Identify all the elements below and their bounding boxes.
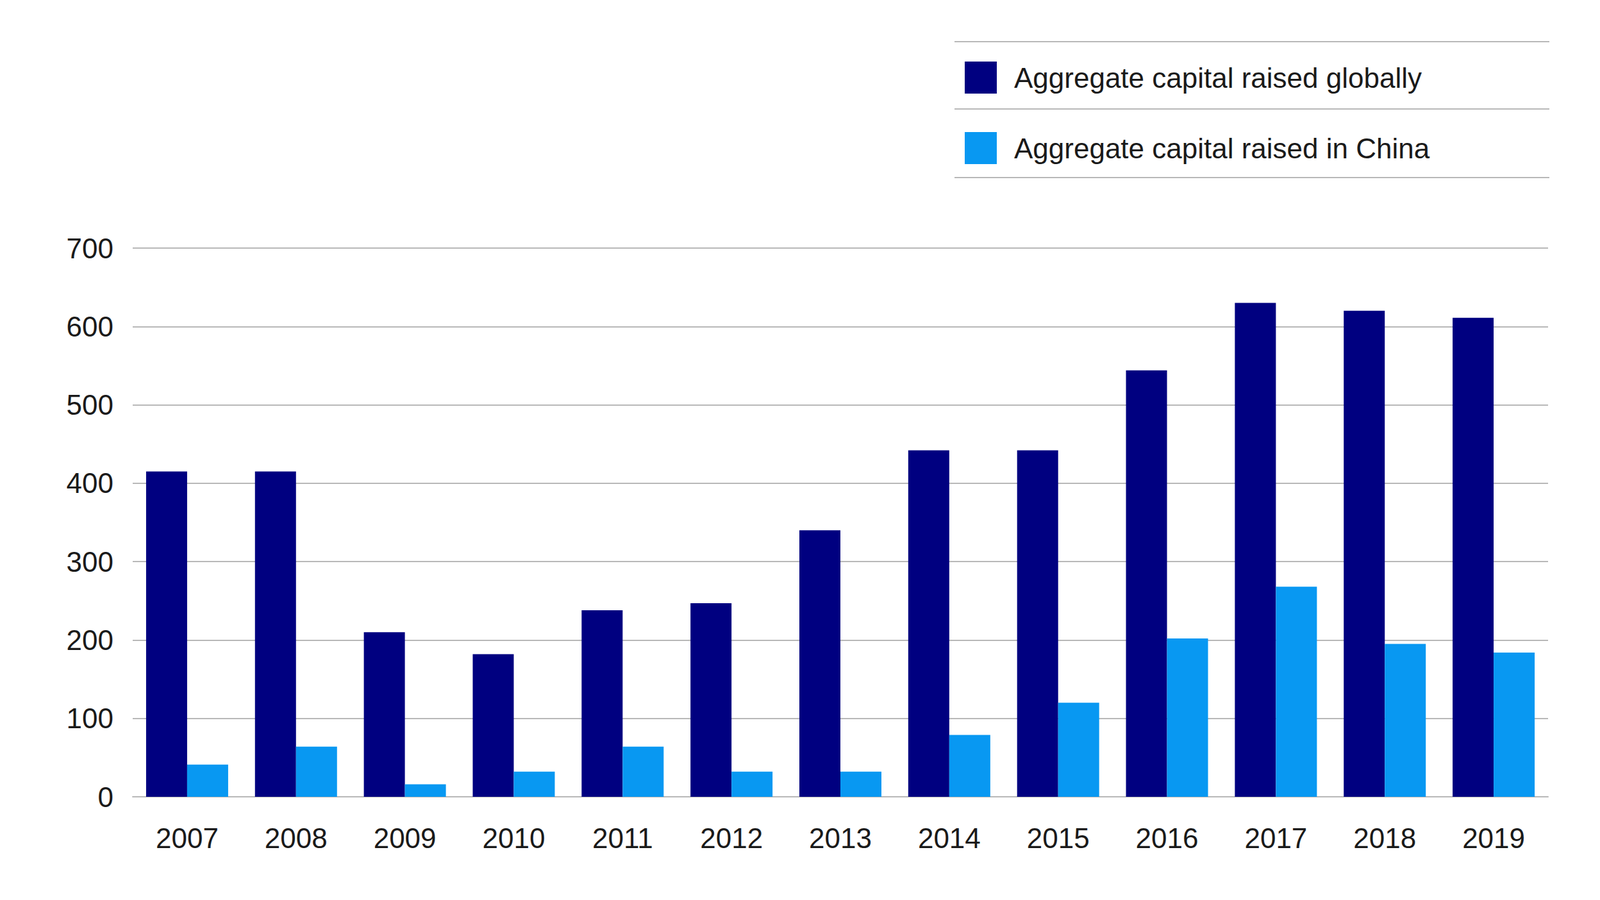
svg-text:2010: 2010 xyxy=(482,822,546,854)
svg-text:2014: 2014 xyxy=(917,822,981,854)
svg-text:2007: 2007 xyxy=(155,822,219,854)
svg-text:2013: 2013 xyxy=(808,822,872,854)
svg-text:2016: 2016 xyxy=(1135,822,1199,854)
svg-text:200: 200 xyxy=(66,624,114,656)
svg-text:2015: 2015 xyxy=(1026,822,1090,854)
svg-text:Aggregate capital raised globa: Aggregate capital raised globally xyxy=(1014,62,1422,94)
svg-text:2012: 2012 xyxy=(700,822,763,854)
svg-text:2008: 2008 xyxy=(264,822,328,854)
svg-text:2009: 2009 xyxy=(373,822,437,854)
svg-text:400: 400 xyxy=(66,467,114,499)
svg-text:500: 500 xyxy=(66,389,114,421)
svg-text:0: 0 xyxy=(98,781,114,813)
svg-text:Aggregate capital raised in Ch: Aggregate capital raised in China xyxy=(1014,132,1431,165)
svg-text:2018: 2018 xyxy=(1353,822,1417,854)
svg-text:2019: 2019 xyxy=(1462,822,1525,854)
svg-text:700: 700 xyxy=(66,232,114,265)
svg-text:2011: 2011 xyxy=(592,822,654,854)
svg-text:300: 300 xyxy=(66,546,114,578)
svg-text:2017: 2017 xyxy=(1244,822,1308,854)
svg-text:600: 600 xyxy=(66,310,114,343)
svg-text:100: 100 xyxy=(66,702,114,734)
